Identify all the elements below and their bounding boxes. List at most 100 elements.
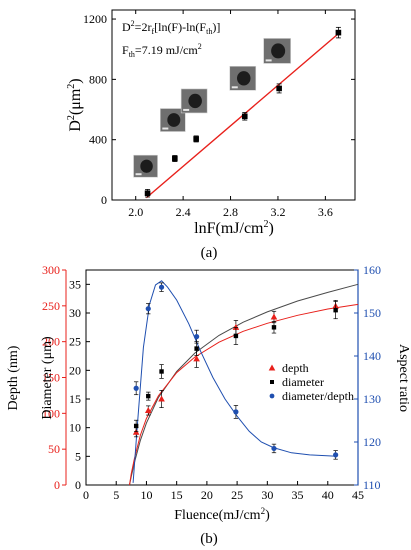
- crater-thumbnail: [229, 66, 257, 91]
- panel-a-data-point: [172, 155, 178, 162]
- panel-b-diameter-point: [194, 346, 199, 351]
- panel-b-depth-point: [270, 313, 278, 320]
- panel-a-data-point: [241, 113, 248, 120]
- panel-b-depth-tick-label: 0: [54, 478, 60, 492]
- panel-b-x-tick-label: 0: [83, 488, 89, 502]
- panel-b-depth-label: Depth (nm): [6, 345, 21, 410]
- panel-b-diameter-point: [271, 325, 277, 330]
- panel-b-aspect-label: Aspect ratio: [396, 344, 411, 412]
- panel-b-x-tick-label: 40: [322, 488, 334, 502]
- panel-a-data-point: [144, 190, 151, 197]
- panel-b-aspect-tick-label: 140: [363, 349, 381, 363]
- panel-b-aspect-point: [145, 306, 151, 312]
- legend-depth-marker: [268, 364, 276, 371]
- panel-b-x-tick-label: 10: [140, 488, 152, 502]
- panel-b-x-tick-label: 45: [352, 488, 364, 502]
- panel-b-diameter-point: [233, 333, 239, 339]
- panel-b-diameter-tick-label: 35: [69, 277, 81, 291]
- panel-b-aspect-tick-label: 130: [363, 392, 381, 406]
- panel-b-diameter-label: Diameter (μm): [40, 336, 55, 420]
- panel-a-inset-images: [133, 38, 291, 178]
- crater-thumbnail-spot: [237, 71, 251, 86]
- panel-b-x-tick-label: 5: [113, 488, 119, 502]
- crater-thumbnail-spot: [140, 159, 153, 173]
- panel-a-ticks: 2.0 2.4 2.8 3.2 3.6 0 400 800 1200: [83, 10, 355, 219]
- panel-b-aspect-tick-label: 110: [363, 478, 381, 492]
- panel-b-depth-point: [144, 406, 152, 413]
- panel-b-aspect-tick-label: 150: [363, 306, 381, 320]
- crater-thumbnail-spot: [271, 43, 286, 59]
- legend-label: depth: [282, 361, 309, 375]
- panel-b-diameter-tick-label: 20: [69, 363, 81, 377]
- legend-label: diameter/depth: [282, 389, 354, 403]
- crater-thumbnail-spot: [167, 113, 181, 127]
- crater-thumbnail-scalebar: [231, 86, 238, 89]
- panel-b-x-tick-label: 25: [231, 488, 243, 502]
- panel-b-aspect-point: [194, 334, 200, 340]
- panel-a-x-tick-label: 3.2: [270, 205, 285, 219]
- panel-a-data-point: [193, 136, 199, 142]
- panel-a-x-tick-label: 2.8: [223, 205, 238, 219]
- panel-b-diameter-tick-label: 30: [69, 306, 81, 320]
- panel-b-depth-tick-label: 200: [42, 335, 60, 349]
- panel-b-depth-tick-label: 300: [42, 263, 60, 277]
- panel-b-diameter-point: [146, 393, 151, 399]
- panel-b-x-tick-label: 30: [261, 488, 273, 502]
- panel-b-depth-point: [193, 355, 200, 362]
- panel-b-fit-curve: [129, 283, 359, 486]
- crater-thumbnail-scalebar: [135, 173, 142, 176]
- crater-thumbnail-scalebar: [183, 108, 190, 111]
- panel-b-label: (b): [200, 531, 218, 547]
- panel-b-diameter-tick-label: 25: [69, 335, 81, 349]
- panel-b-diameter-point: [333, 307, 338, 313]
- panel-a-data-points: [144, 26, 342, 198]
- panel-a-y-tick-label: 1200: [83, 12, 107, 26]
- panel-a-threshold: Fth=7.19 mJ/cm2: [122, 42, 202, 59]
- panel-b-depth-tick-label: 150: [42, 371, 60, 385]
- panel-b-depth-tick-label: 50: [48, 442, 60, 456]
- panel-b-x-tick-label: 15: [171, 488, 183, 502]
- panel-a-label: (a): [201, 245, 218, 261]
- panel-a-plot-frame: [111, 9, 356, 201]
- legend-aspect-marker: [269, 393, 275, 399]
- crater-thumbnail: [180, 88, 208, 114]
- panel-a-ylabel: D2(μm2): [66, 78, 84, 131]
- legend-diameter-marker: [270, 380, 274, 384]
- panel-b-depth-tick-label: 100: [42, 406, 60, 420]
- panel-b-data-points: [132, 282, 339, 460]
- panel-a-equation: D2=2rf[ln(F)-ln(Fth)]: [122, 19, 220, 36]
- panel-a-xlabel: lnF(mJ/cm2): [194, 219, 274, 237]
- panel-b-diameter-point: [159, 369, 164, 374]
- panel-b-aspect-point: [233, 409, 239, 415]
- panel-b-depth-point: [158, 395, 165, 402]
- panel-b-chart: 0 5 10 15 20 25 30 35 40 45 0 5 10 15 20 25 30 35 0 50 100 15…: [6, 263, 411, 547]
- crater-thumbnail-spot: [188, 93, 202, 109]
- panel-b-axes: 0 5 10 15 20 25 30 35 40 45 0 5 10 15 20 25 30 35 0 50 100 15…: [42, 263, 381, 502]
- panel-b-diameter-tick-label: 10: [69, 421, 81, 435]
- panel-b-depth-tick-label: 250: [42, 299, 60, 313]
- panel-b-diameter-tick-label: 5: [75, 449, 81, 463]
- panel-b-diameter-tick-label: 15: [69, 392, 81, 406]
- crater-thumbnail-scalebar: [162, 127, 169, 130]
- panel-a-x-tick-label: 3.6: [318, 205, 333, 219]
- panel-b-aspect-point: [333, 452, 339, 458]
- panel-a-y-tick-label: 0: [101, 193, 107, 207]
- crater-thumbnail: [133, 154, 158, 178]
- panel-b-diameter-tick-label: 0: [75, 478, 81, 492]
- legend-label: diameter: [282, 375, 324, 389]
- panel-b-aspect-point: [271, 445, 277, 452]
- panel-a-y-tick-label: 800: [89, 72, 107, 86]
- panel-b-aspect-point: [158, 284, 165, 290]
- panel-b-x-tick-label: 20: [201, 488, 213, 502]
- panel-a-data-point: [276, 85, 282, 92]
- panel-b-aspect-tick-label: 120: [363, 435, 381, 449]
- panel-b-aspect-point: [133, 385, 139, 391]
- crater-thumbnail: [263, 38, 291, 64]
- panel-a-y-tick-label: 400: [89, 133, 107, 147]
- panel-a-data-point: [335, 29, 342, 36]
- panel-a-x-tick-label: 2.0: [128, 205, 143, 219]
- panel-b-x-tick-label: 35: [292, 488, 304, 502]
- crater-thumbnail-scalebar: [265, 59, 272, 62]
